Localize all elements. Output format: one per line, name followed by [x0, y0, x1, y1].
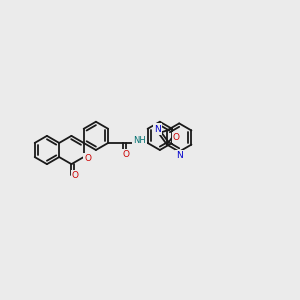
- Text: N: N: [154, 124, 161, 134]
- Text: O: O: [84, 154, 91, 163]
- Text: NH: NH: [133, 136, 146, 145]
- Text: O: O: [123, 150, 130, 159]
- Text: N: N: [176, 151, 183, 160]
- Text: O: O: [72, 171, 79, 180]
- Text: O: O: [172, 133, 180, 142]
